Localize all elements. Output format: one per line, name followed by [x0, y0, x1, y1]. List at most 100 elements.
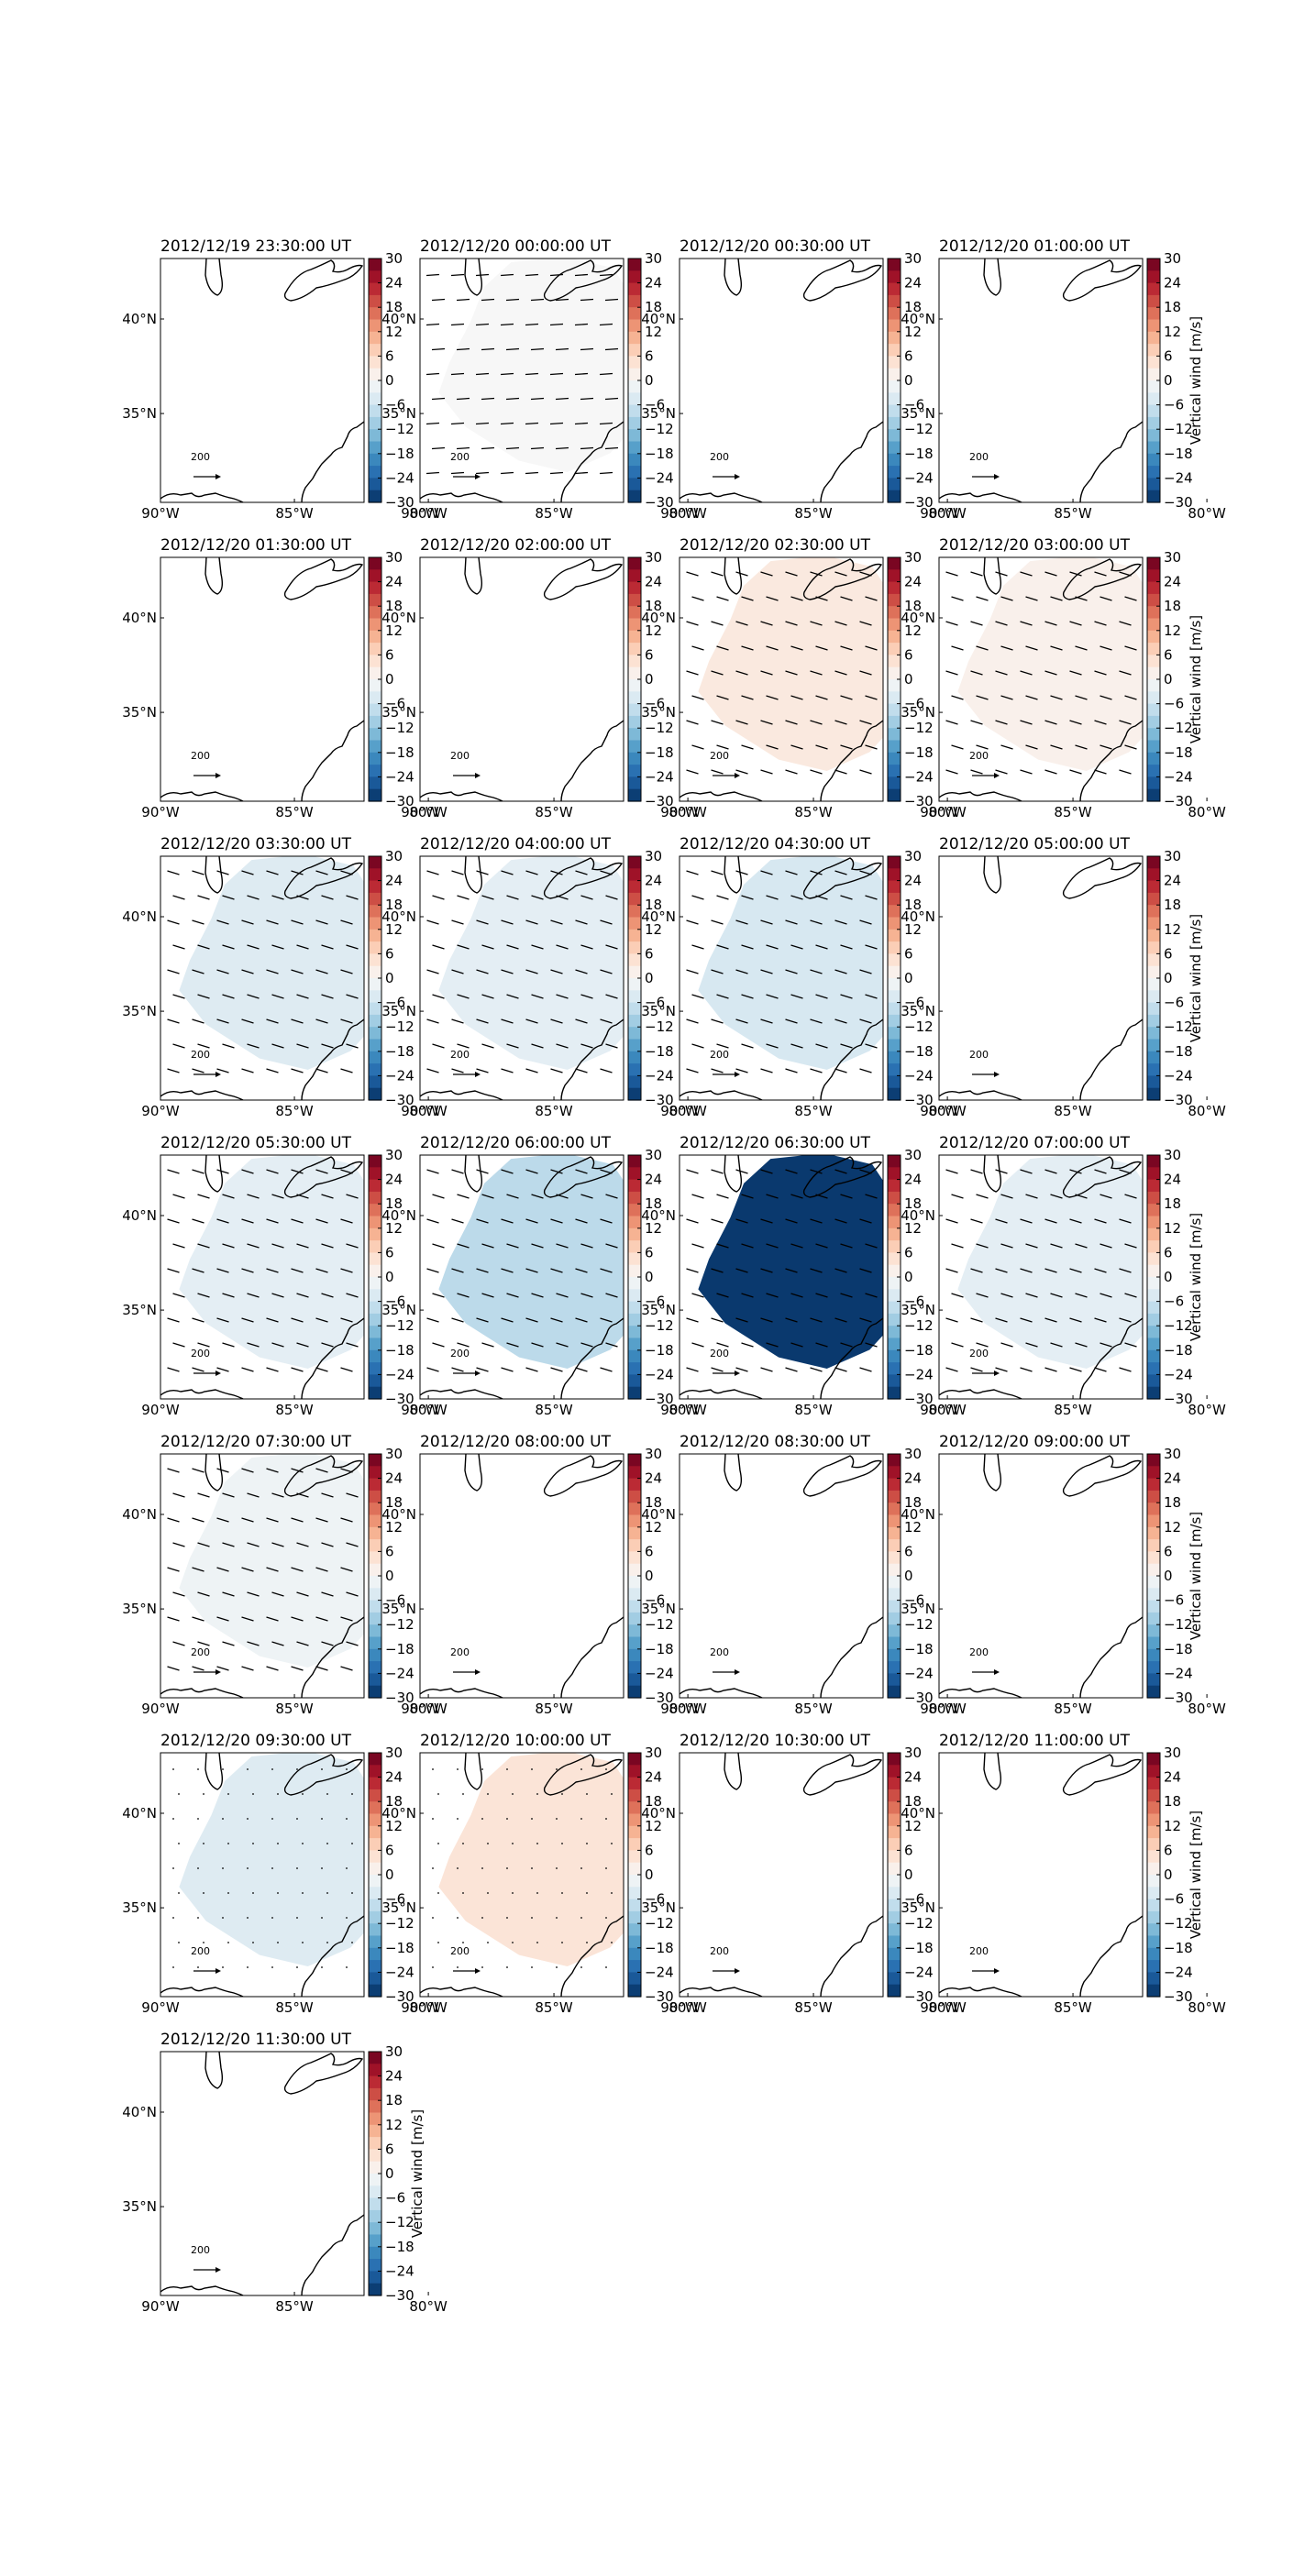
colorbar-segment — [628, 1514, 641, 1528]
wind-vector-arrow — [277, 1793, 279, 1795]
wind-vector-arrow — [711, 769, 724, 775]
map-area: 200 — [160, 1454, 364, 1698]
colorbar-segment — [1147, 728, 1160, 742]
colorbar-segment — [628, 1386, 641, 1400]
wind-vector-arrow — [296, 1043, 309, 1049]
coastline-atlantic — [1079, 421, 1143, 502]
wind-vector-arrow — [481, 1043, 494, 1049]
colorbar-tick-label: 30 — [1164, 1446, 1181, 1462]
colorbar-segment — [888, 905, 901, 919]
colorbar-tick-label: −6 — [645, 397, 665, 413]
wind-vector-arrow — [457, 1768, 459, 1770]
colorbar-segment — [369, 1179, 381, 1193]
wind-vector-arrow — [865, 744, 878, 750]
colorbar-tick-label: 6 — [904, 1244, 913, 1260]
wind-vector-arrow — [291, 1567, 304, 1572]
colorbar-segment — [888, 1277, 901, 1290]
wind-vector-arrow — [425, 471, 440, 475]
colorbar-segment — [1147, 478, 1160, 491]
colorbar-segment — [369, 259, 381, 271]
colorbar-tick-label: 30 — [904, 250, 922, 267]
reference-arrow-label: 200 — [710, 750, 729, 762]
wind-vector-arrow — [691, 994, 704, 999]
wind-vector-arrow — [815, 1342, 828, 1348]
colorbar-segment — [369, 1503, 381, 1516]
colorbar-segment — [628, 1362, 641, 1375]
wind-vector-arrow — [760, 720, 773, 725]
colorbar-tick-label: 6 — [385, 646, 394, 663]
coastline-lake-michigan — [724, 557, 743, 595]
colorbar-segment — [888, 581, 901, 595]
wind-vector-arrow — [271, 1194, 284, 1199]
wind-vector-arrow — [711, 870, 724, 875]
lon-tick-label: 85°W — [1054, 804, 1092, 820]
wind-vector-arrow — [291, 969, 304, 974]
colorbar-tick-label: 30 — [385, 1745, 403, 1761]
lon-tick-label: 90°W — [920, 1701, 958, 1717]
colorbar-segment — [628, 1179, 641, 1193]
wind-vector-arrow — [1124, 1243, 1137, 1249]
colorbar-segment — [1147, 1374, 1160, 1388]
wind-vector-arrow — [716, 695, 729, 700]
colorbar-tick-label: −12 — [385, 1317, 414, 1334]
vertical-wind-field — [438, 856, 624, 1070]
wind-vector-arrow — [605, 994, 618, 999]
wind-vector-arrow — [760, 969, 773, 974]
colorbar-segment — [888, 1240, 901, 1253]
colorbar-tick-label: 18 — [1164, 1494, 1181, 1511]
colorbar-segment — [1147, 392, 1160, 406]
reference-arrow-label: 200 — [191, 1646, 210, 1658]
colorbar-tick-label: −24 — [385, 1366, 414, 1382]
wind-vector-arrow — [1124, 596, 1137, 601]
colorbar-segment — [628, 1777, 641, 1790]
colorbar-segment — [888, 331, 901, 345]
colorbar-segment — [369, 2124, 381, 2138]
wind-vector-arrow — [340, 1268, 353, 1273]
wind-vector-arrow — [951, 1194, 964, 1199]
lat-tick-label: 35°N — [901, 1601, 935, 1617]
wind-vector-arrow — [431, 446, 446, 450]
lat-tick-label: 40°N — [381, 1207, 416, 1224]
wind-vector-arrow — [481, 1768, 483, 1770]
wind-vector-arrow — [531, 1818, 533, 1820]
colorbar-segment — [628, 1490, 641, 1503]
wind-vector-arrow — [785, 1218, 798, 1224]
wind-vector-arrow — [426, 1218, 439, 1224]
colorbar-segment — [369, 643, 381, 655]
colorbar-segment — [628, 344, 641, 357]
colorbar-tick-label: 0 — [904, 1568, 913, 1584]
lon-tick-label: 80°W — [669, 505, 707, 522]
colorbar-segment — [1147, 1478, 1160, 1492]
coastline-atlantic — [301, 720, 364, 801]
colorbar-tick-label: −30 — [1164, 494, 1193, 511]
lat-tick-label: 40°N — [641, 610, 676, 626]
wind-vector-arrow — [291, 1666, 304, 1671]
wind-vector-arrow — [315, 1517, 328, 1523]
wind-vector-arrow — [247, 1293, 260, 1298]
wind-vector-arrow — [321, 1492, 334, 1498]
colorbar-tick-label: 24 — [1164, 873, 1181, 889]
wind-vector-arrow — [291, 1218, 304, 1224]
wind-vector-arrow — [859, 1068, 872, 1073]
colorbar-segment — [369, 1466, 381, 1480]
wind-vector-arrow — [506, 1293, 519, 1298]
wind-vector-arrow — [241, 1068, 254, 1073]
wind-vector-arrow — [167, 1169, 180, 1174]
colorbar-tick-label: −30 — [385, 2287, 414, 2304]
colorbar-axis-label: Vertical wind [m/s] — [1188, 615, 1204, 743]
wind-vector-arrow — [531, 1867, 533, 1869]
wind-vector-arrow — [476, 1018, 489, 1024]
colorbar-tick-label: −24 — [645, 768, 674, 785]
wind-vector-arrow — [1050, 1194, 1063, 1199]
wind-vector-arrow — [580, 895, 593, 900]
coastline-atlantic — [301, 1018, 364, 1100]
colorbar-tick-label: −24 — [645, 1964, 674, 1980]
wind-vector-arrow — [432, 1966, 434, 1968]
colorbar-tick-label: −12 — [645, 1915, 674, 1932]
wind-vector-arrow — [476, 1367, 489, 1372]
lat-tick-label: 40°N — [122, 610, 157, 626]
wind-vector-arrow — [865, 1194, 878, 1199]
colorbar-segment — [369, 380, 381, 393]
coastline-lake-erie — [802, 1754, 883, 1796]
